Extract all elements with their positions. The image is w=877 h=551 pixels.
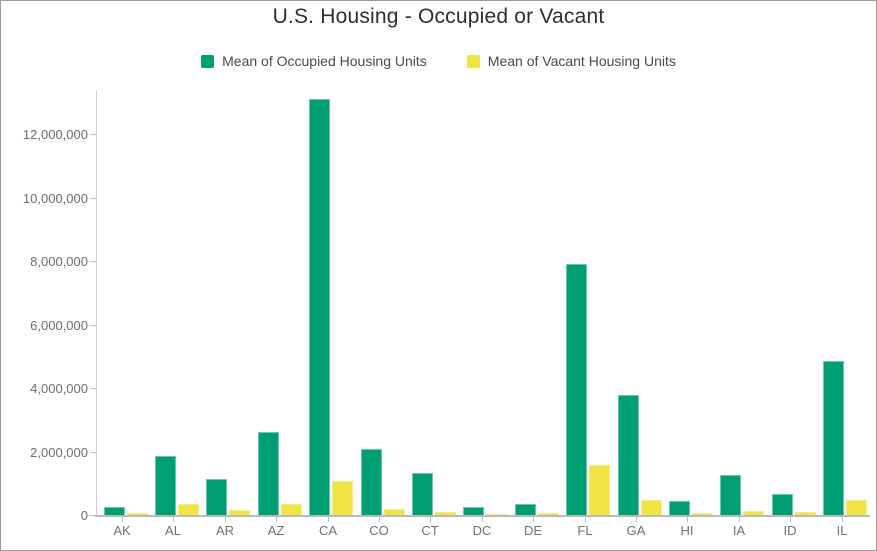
x-axis-label: DC [472, 523, 492, 538]
x-axis-tick [430, 515, 431, 522]
y-axis-label: 0 [80, 508, 88, 523]
x-axis-label: CO [369, 523, 389, 538]
x-axis-label: DE [523, 523, 543, 538]
x-axis-label: FL [577, 523, 593, 538]
x-axis-tick [636, 515, 637, 522]
y-axis-label: 10,000,000 [22, 191, 88, 206]
y-axis-tick [90, 388, 96, 389]
x-axis-label: AL [165, 523, 181, 538]
bar-occupied-HI[interactable] [668, 501, 690, 515]
bar-vacant-AK[interactable] [126, 513, 148, 515]
y-axis-label: 12,000,000 [22, 127, 88, 142]
y-axis-line [96, 91, 97, 515]
bar-occupied-DC[interactable] [463, 507, 485, 515]
legend-label-occupied: Mean of Occupied Housing Units [222, 53, 427, 69]
chart-title: U.S. Housing - Occupied or Vacant [272, 5, 605, 28]
bar-vacant-AZ[interactable] [280, 504, 302, 515]
bar-vacant-HI[interactable] [691, 513, 713, 515]
bar-vacant-FL[interactable] [589, 465, 611, 515]
x-axis-label: AZ [267, 523, 285, 538]
x-axis-label: AR [215, 523, 235, 538]
bar-vacant-GA[interactable] [640, 500, 662, 515]
bar-occupied-AL[interactable] [154, 456, 176, 515]
x-axis-tick [328, 515, 329, 522]
x-axis-tick [173, 515, 174, 522]
legend: Mean of Occupied Housing Units Mean of V… [1, 53, 876, 69]
bar-occupied-AZ[interactable] [257, 432, 279, 515]
x-axis-label: GA [626, 523, 646, 538]
x-axis-label: ID [783, 523, 797, 538]
y-axis-tick [90, 452, 96, 453]
x-axis-tick [842, 515, 843, 522]
x-axis-tick [379, 515, 380, 522]
x-axis-label: IA [732, 523, 746, 538]
x-axis-tick [122, 515, 123, 522]
x-axis-tick [687, 515, 688, 522]
x-axis-tick [739, 515, 740, 522]
bar-occupied-GA[interactable] [617, 395, 639, 515]
occupied-series-swatch-icon [201, 54, 215, 68]
y-axis-label: 4,000,000 [30, 381, 88, 396]
x-axis-tick [533, 515, 534, 522]
bar-occupied-IA[interactable] [720, 475, 742, 515]
x-axis-line [95, 515, 870, 517]
bar-occupied-CO[interactable] [360, 449, 382, 515]
bar-vacant-DC[interactable] [486, 514, 508, 515]
legend-item-vacant[interactable]: Mean of Vacant Housing Units [466, 53, 676, 69]
bar-vacant-AL[interactable] [177, 504, 199, 515]
bar-vacant-IA[interactable] [743, 511, 765, 515]
y-axis-tick [90, 134, 96, 135]
y-axis-tick [90, 515, 96, 516]
bar-occupied-DE[interactable] [514, 504, 536, 515]
bar-occupied-FL[interactable] [566, 264, 588, 515]
bar-occupied-CT[interactable] [411, 473, 433, 515]
vacant-series-swatch-icon [466, 54, 480, 68]
x-axis-tick [225, 515, 226, 522]
x-axis-tick [276, 515, 277, 522]
bar-vacant-AR[interactable] [229, 510, 251, 515]
bar-vacant-CT[interactable] [434, 512, 456, 515]
x-axis-label: AK [113, 523, 131, 538]
y-axis-tick [90, 198, 96, 199]
bar-occupied-AR[interactable] [206, 479, 228, 515]
bar-vacant-ID[interactable] [794, 512, 816, 515]
x-axis-label: HI [680, 523, 694, 538]
y-axis-tick [90, 261, 96, 262]
x-axis-label: IL [836, 523, 848, 538]
y-axis-tick [90, 325, 96, 326]
bar-occupied-AK[interactable] [103, 507, 125, 515]
y-axis-label: 6,000,000 [30, 318, 88, 333]
bar-occupied-IL[interactable] [823, 361, 845, 515]
x-axis-tick [790, 515, 791, 522]
x-axis-tick [482, 515, 483, 522]
x-axis-label: CA [318, 523, 338, 538]
bar-occupied-ID[interactable] [771, 494, 793, 515]
bar-vacant-CO[interactable] [383, 509, 405, 515]
bar-occupied-CA[interactable] [309, 99, 331, 515]
legend-label-vacant: Mean of Vacant Housing Units [487, 53, 676, 69]
bar-vacant-IL[interactable] [846, 500, 868, 515]
bar-vacant-CA[interactable] [332, 481, 354, 515]
x-axis-label: CT [421, 523, 439, 538]
y-axis-label: 2,000,000 [30, 445, 88, 460]
bar-vacant-DE[interactable] [537, 513, 559, 515]
x-axis-tick [585, 515, 586, 522]
legend-item-occupied[interactable]: Mean of Occupied Housing Units [201, 53, 427, 69]
y-axis-label: 8,000,000 [30, 254, 88, 269]
